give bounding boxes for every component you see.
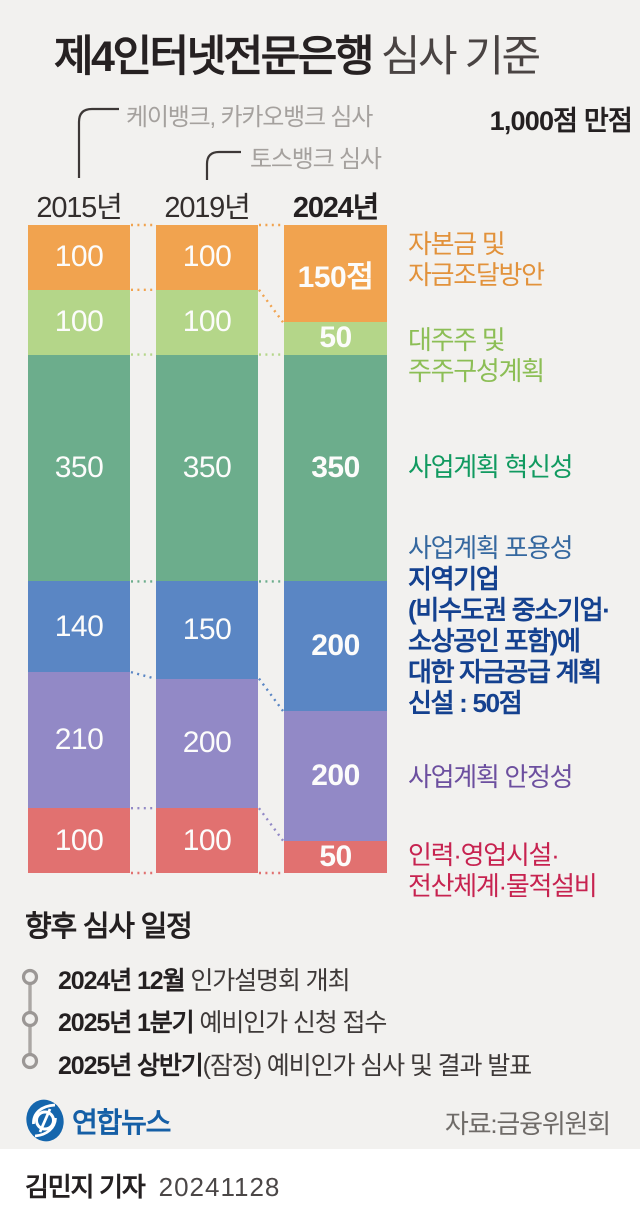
yonhap-logo: 연합뉴스 — [25, 1098, 171, 1143]
bar-value: 100 — [182, 240, 232, 274]
bar-value: 200 — [311, 758, 360, 792]
category-label: 사업계획 혁신성 — [408, 452, 574, 483]
bar-value: 350 — [54, 450, 104, 484]
bar-segment: 50 — [284, 322, 387, 355]
schedule-title: 향후 심사 일정 — [25, 911, 193, 943]
category-label-line: 자금조달방안 — [408, 260, 545, 290]
category-label: 사업계획 포용성 지역기업 (비수도권 중소기업· 소상공인 포함)에 대한 자금공급 … — [408, 533, 611, 719]
bar-value: 100 — [54, 240, 104, 274]
bar-segment: 150점 — [284, 225, 387, 323]
connector-dotted-line — [258, 289, 284, 323]
bar-segment: 100 — [156, 289, 258, 355]
bar-segment: 140 — [28, 581, 130, 673]
bar-segment: 100 — [28, 808, 130, 873]
bar-value: 50 — [319, 840, 352, 873]
schedule-item: 2025년 상반기(잠정) 예비인가 심사 및 결과 발표 — [58, 1052, 532, 1080]
bar-segment: 210 — [28, 672, 130, 809]
bar-column: 100 100 350 150 200 100 — [156, 225, 258, 873]
bar-segment: 100 — [28, 225, 130, 290]
reporter-name: 김민지 기자 — [25, 1172, 146, 1202]
category-label-line: 소상공인 포함)에 — [408, 626, 581, 656]
category-label-line: 사업계획 안정성 — [408, 762, 574, 792]
category-label-line: 자본금 및 — [408, 229, 506, 259]
bar-value: 150 — [182, 612, 232, 646]
connector-dotted-line — [258, 677, 284, 712]
title-sub: 심사 기준 — [380, 33, 541, 81]
bar-segment: 350 — [28, 354, 130, 582]
bar-segment: 100 — [156, 808, 258, 873]
schedule-item: 2025년 1분기 예비인가 신청 접수 — [58, 1009, 387, 1037]
category-label-line: 전산체계·물적설비 — [408, 871, 598, 901]
bar-value: 350 — [311, 450, 360, 484]
bar-value: 150점 — [297, 260, 374, 294]
category-label-line: 주주구성계획 — [408, 356, 545, 386]
bar-value: 100 — [54, 305, 104, 339]
category-label-line: 대한 자금공급 계획 — [408, 657, 602, 687]
data-source: 자료:금융위원회 — [444, 1109, 611, 1139]
category-label-line: (비수도권 중소기업· — [408, 595, 611, 625]
category-label-line: 사업계획 포용성 — [408, 533, 574, 563]
bar-value: 100 — [54, 823, 104, 857]
annotation-kbank-kakaobank: 케이뱅크, 카카오뱅크 심사 — [126, 104, 373, 131]
bar-value: 50 — [319, 322, 352, 355]
schedule-item: 2024년 12월 인가설명회 개최 — [58, 967, 351, 995]
bar-value: 100 — [182, 823, 232, 857]
category-label-line: 지역기업 — [408, 564, 500, 594]
connector-dotted-line — [258, 807, 284, 842]
bar-segment: 350 — [156, 354, 258, 582]
column-label: 2015년 — [36, 192, 122, 224]
byline-date: 20241128 — [158, 1172, 281, 1202]
bar-segment: 150 — [156, 581, 258, 679]
column-label: 2019년 — [164, 192, 250, 224]
bar-column: 150점 50 350 200 200 50 — [284, 225, 387, 873]
bar-column: 100 100 350 140 210 100 — [28, 225, 130, 873]
bar-segment: 100 — [28, 289, 130, 355]
bar-segment: 200 — [284, 710, 387, 841]
yonhap-logo-icon — [26, 1099, 64, 1142]
timeline-node-icon — [21, 1010, 39, 1028]
bar-segment: 200 — [156, 678, 258, 809]
page-title: 제4인터넷전문은행 심사 기준 — [54, 22, 541, 84]
byline-strip: 김민지 기자 20241128 — [0, 1149, 640, 1217]
yonhap-logo-text: 연합뉴스 — [72, 1106, 171, 1138]
category-label-line: 대주주 및 — [408, 325, 506, 355]
annotation-connector-2019 — [205, 150, 241, 180]
category-label-line: 인력·영업시설· — [408, 840, 560, 870]
category-label: 자본금 및 자금조달방안 — [408, 229, 545, 291]
title-main: 제4인터넷전문은행 — [54, 33, 374, 81]
category-label: 인력·영업시설· 전산체계·물적설비 — [408, 840, 598, 902]
annotation-connector-2015 — [77, 107, 119, 178]
bar-value: 210 — [54, 723, 104, 757]
max-score-label: 1,000점 만점 — [489, 106, 633, 136]
bar-value: 350 — [182, 450, 232, 484]
bar-value: 200 — [311, 629, 360, 663]
annotation-tossbank: 토스뱅크 심사 — [250, 146, 382, 173]
bar-segment: 100 — [156, 225, 258, 290]
bar-segment: 200 — [284, 581, 387, 711]
timeline-node-icon — [21, 968, 39, 986]
timeline-node-icon — [21, 1052, 39, 1070]
bar-value: 140 — [54, 609, 104, 643]
category-label: 대주주 및 주주구성계획 — [408, 325, 545, 387]
bar-value: 200 — [182, 726, 232, 760]
byline: 김민지 기자 20241128 — [25, 1167, 280, 1204]
column-label: 2024년 — [292, 192, 379, 224]
bar-segment: 350 — [284, 354, 387, 582]
category-label-line: 신설 : 50점 — [408, 688, 523, 718]
category-label: 사업계획 안정성 — [408, 762, 574, 793]
bar-segment: 50 — [284, 840, 387, 873]
bar-value: 100 — [182, 305, 232, 339]
connector-dotted-line — [130, 670, 156, 680]
category-label-line: 사업계획 혁신성 — [408, 452, 574, 482]
